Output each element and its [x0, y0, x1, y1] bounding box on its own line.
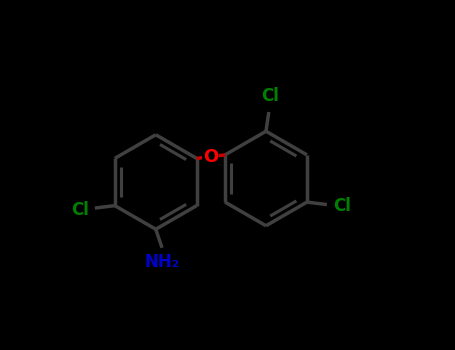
- Text: Cl: Cl: [71, 201, 89, 219]
- Text: O: O: [203, 148, 218, 166]
- Text: Cl: Cl: [261, 87, 279, 105]
- Text: Cl: Cl: [333, 197, 351, 215]
- Text: NH₂: NH₂: [145, 253, 180, 271]
